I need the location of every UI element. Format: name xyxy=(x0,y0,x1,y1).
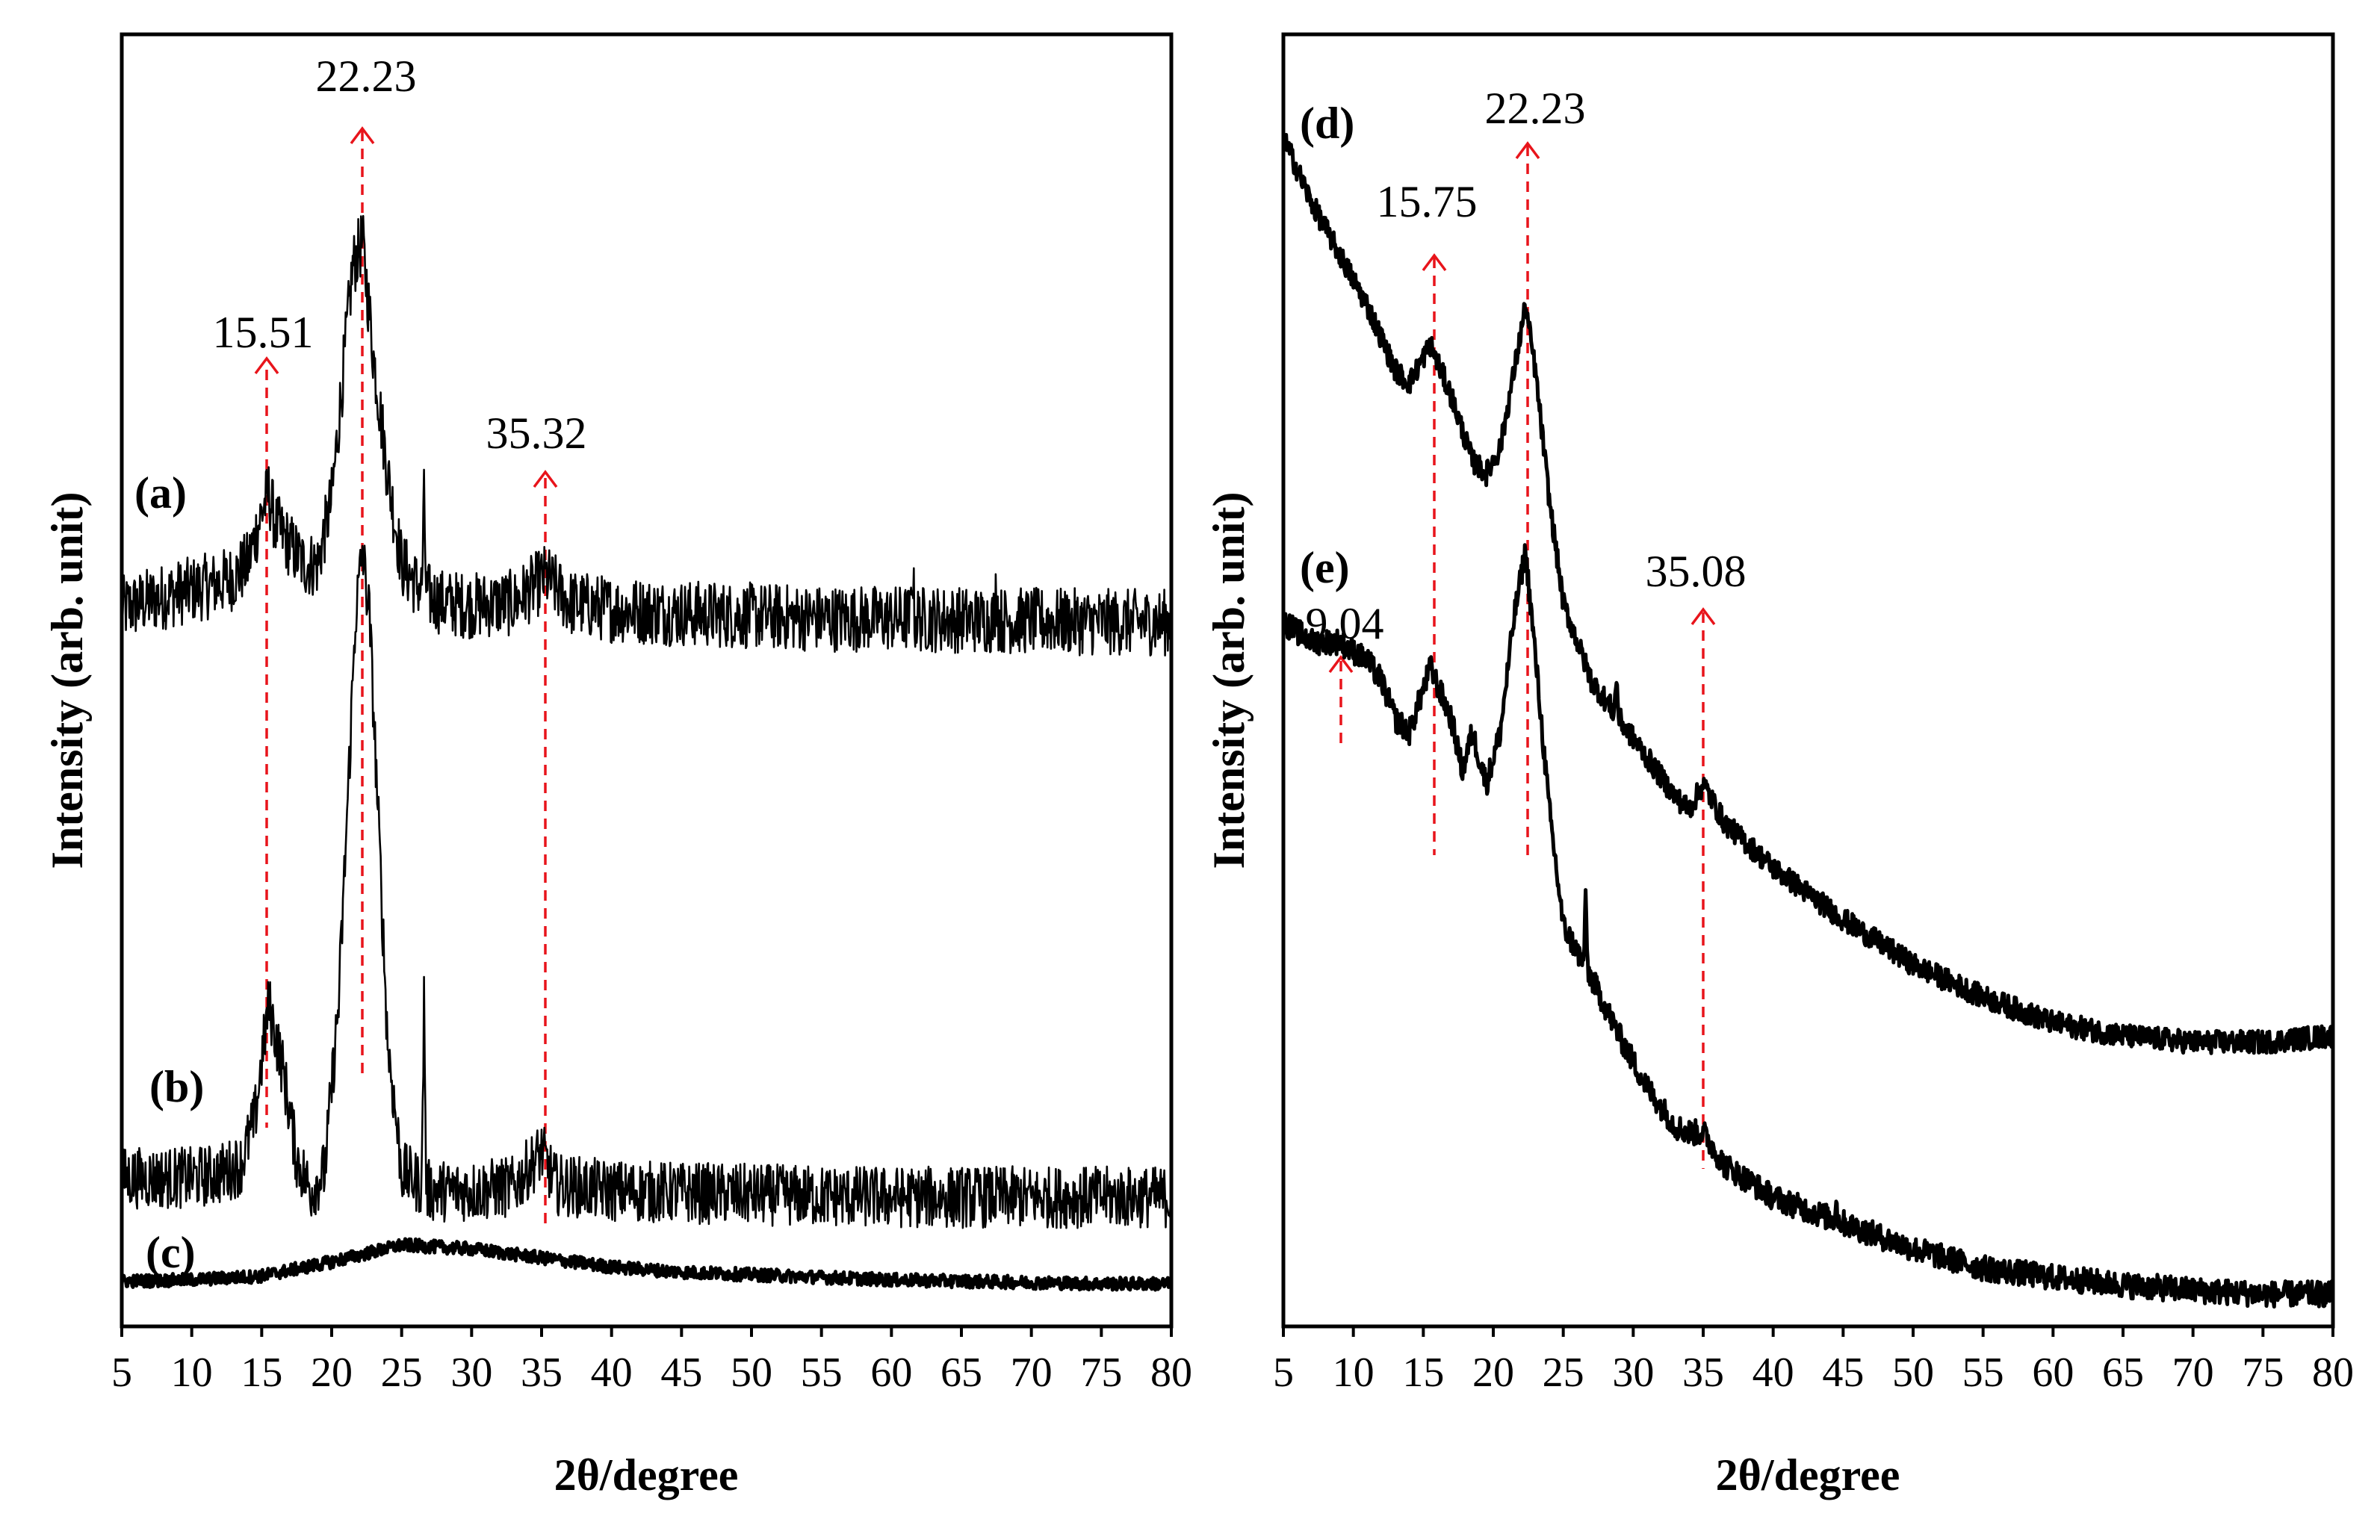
right-y-axis-label: Intensity (arb. unit) xyxy=(1204,491,1253,869)
left-x-tick-label-5: 5 xyxy=(111,1350,132,1396)
right-x-tick-label-45: 45 xyxy=(1822,1350,1864,1396)
right-x-tick-label-65: 65 xyxy=(2102,1350,2144,1396)
left-x-ticks: 5 10 15 20 25 30 35 40 45 50 55 60 65 70 75 80 xyxy=(111,1326,1192,1396)
left-x-tick-label-55: 55 xyxy=(801,1350,843,1396)
right-panel: 5 10 15 20 25 30 35 40 45 50 55 60 65 70 75 80 22.23 15… xyxy=(1204,32,2354,1500)
left-arrow-22.23 xyxy=(350,126,375,145)
left-x-tick-label-25: 25 xyxy=(381,1350,423,1396)
right-peak-label-9.04: 9.04 xyxy=(1306,599,1384,648)
left-x-tick-label-15: 15 xyxy=(241,1350,282,1396)
left-x-tick-label-20: 20 xyxy=(311,1350,353,1396)
right-x-tick-label-10: 10 xyxy=(1333,1350,1375,1396)
left-guides xyxy=(254,126,558,1225)
right-peak-label-22.23: 22.23 xyxy=(1485,84,1586,133)
right-x-tick-label-80: 80 xyxy=(2312,1350,2354,1396)
right-x-tick-label-25: 25 xyxy=(1543,1350,1584,1396)
left-x-tick-label-40: 40 xyxy=(591,1350,633,1396)
left-x-tick-label-65: 65 xyxy=(940,1350,982,1396)
right-x-axis-label: 2θ/degree xyxy=(1716,1450,1900,1500)
series-a-trace xyxy=(120,214,1173,657)
right-x-tick-label-50: 50 xyxy=(1892,1350,1934,1396)
left-x-tick-label-75: 75 xyxy=(1080,1350,1122,1396)
series-label-c: (c) xyxy=(146,1228,196,1277)
right-x-ticks: 5 10 15 20 25 30 35 40 45 50 55 60 65 70 75 80 xyxy=(1273,1326,2354,1396)
right-peak-label-35.08: 35.08 xyxy=(1646,547,1747,596)
left-arrow-15.51 xyxy=(254,356,279,375)
left-y-axis-label: Intensity (arb. unit) xyxy=(43,491,92,869)
left-peak-label-15.51: 15.51 xyxy=(213,308,314,357)
left-x-tick-label-30: 30 xyxy=(450,1350,492,1396)
series-label-e: (e) xyxy=(1300,543,1350,592)
right-x-tick-label-35: 35 xyxy=(1682,1350,1724,1396)
series-label-b: (b) xyxy=(149,1062,204,1111)
series-c-trace xyxy=(120,1237,1174,1292)
right-x-tick-label-40: 40 xyxy=(1753,1350,1794,1396)
right-peak-label-15.75: 15.75 xyxy=(1377,177,1478,226)
right-x-tick-label-55: 55 xyxy=(1962,1350,2004,1396)
right-x-tick-label-5: 5 xyxy=(1273,1350,1294,1396)
right-arrow-35.08 xyxy=(1691,607,1716,626)
left-x-tick-label-80: 80 xyxy=(1150,1350,1192,1396)
left-plot-frame xyxy=(120,32,1174,1329)
right-traces xyxy=(1281,133,2335,1309)
right-x-tick-label-30: 30 xyxy=(1612,1350,1654,1396)
left-x-tick-label-35: 35 xyxy=(521,1350,563,1396)
right-x-tick-label-15: 15 xyxy=(1402,1350,1444,1396)
right-plot-frame xyxy=(1281,32,2335,1329)
right-x-tick-label-75: 75 xyxy=(2242,1350,2284,1396)
left-x-tick-label-45: 45 xyxy=(660,1350,702,1396)
left-peak-label-22.23: 22.23 xyxy=(316,52,417,101)
left-panel: 5 10 15 20 25 30 35 40 45 50 55 60 65 70 75 80 22.23 15… xyxy=(43,32,1192,1500)
right-arrow-9.04 xyxy=(1328,655,1354,674)
right-guides xyxy=(1328,141,1716,1169)
right-x-tick-label-70: 70 xyxy=(2172,1350,2214,1396)
right-arrow-22.23 xyxy=(1515,141,1540,160)
right-x-tick-label-60: 60 xyxy=(2032,1350,2074,1396)
left-x-tick-label-70: 70 xyxy=(1011,1350,1053,1396)
left-arrow-35.32 xyxy=(533,470,558,488)
series-label-a: (a) xyxy=(134,468,187,518)
series-e-trace xyxy=(1281,543,2335,1309)
left-x-axis-label: 2θ/degree xyxy=(554,1450,739,1500)
left-peak-label-35.32: 35.32 xyxy=(486,409,587,458)
series-d-trace xyxy=(1281,133,2335,1055)
left-x-tick-label-50: 50 xyxy=(731,1350,772,1396)
right-arrow-15.75 xyxy=(1422,253,1447,272)
series-label-d: (d) xyxy=(1300,99,1354,148)
right-x-tick-label-20: 20 xyxy=(1472,1350,1514,1396)
left-traces xyxy=(120,214,1174,1292)
left-x-tick-label-10: 10 xyxy=(171,1350,213,1396)
series-b-trace xyxy=(120,544,1173,1229)
left-x-tick-label-60: 60 xyxy=(870,1350,912,1396)
